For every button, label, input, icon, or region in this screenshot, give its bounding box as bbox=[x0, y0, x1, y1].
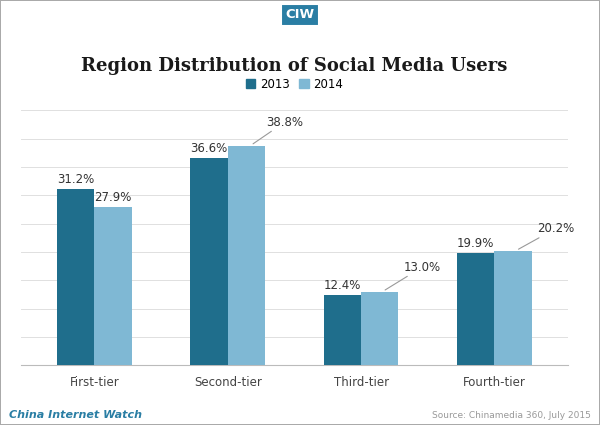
Bar bbox=[494, 251, 532, 366]
Text: 36.6%: 36.6% bbox=[190, 142, 227, 155]
Bar bbox=[190, 158, 228, 366]
Text: 12.4%: 12.4% bbox=[324, 279, 361, 292]
Bar bbox=[361, 292, 398, 366]
Bar bbox=[94, 207, 132, 366]
Title: Region Distribution of Social Media Users: Region Distribution of Social Media User… bbox=[81, 57, 508, 76]
Bar bbox=[457, 252, 494, 366]
Bar bbox=[228, 145, 265, 366]
Text: 38.8%: 38.8% bbox=[253, 116, 304, 144]
Text: 27.9%: 27.9% bbox=[94, 191, 132, 204]
Text: 13.0%: 13.0% bbox=[385, 261, 441, 290]
Bar bbox=[57, 189, 94, 366]
Text: CIW: CIW bbox=[286, 8, 314, 21]
Text: 20.2%: 20.2% bbox=[518, 222, 574, 249]
Legend: 2013, 2014: 2013, 2014 bbox=[241, 73, 348, 95]
Text: Source: Chinamedia 360, July 2015: Source: Chinamedia 360, July 2015 bbox=[432, 411, 591, 420]
Text: 31.2%: 31.2% bbox=[57, 173, 94, 186]
Bar bbox=[324, 295, 361, 366]
Text: 19.9%: 19.9% bbox=[457, 237, 494, 250]
Text: China Internet Watch: China Internet Watch bbox=[9, 410, 142, 420]
